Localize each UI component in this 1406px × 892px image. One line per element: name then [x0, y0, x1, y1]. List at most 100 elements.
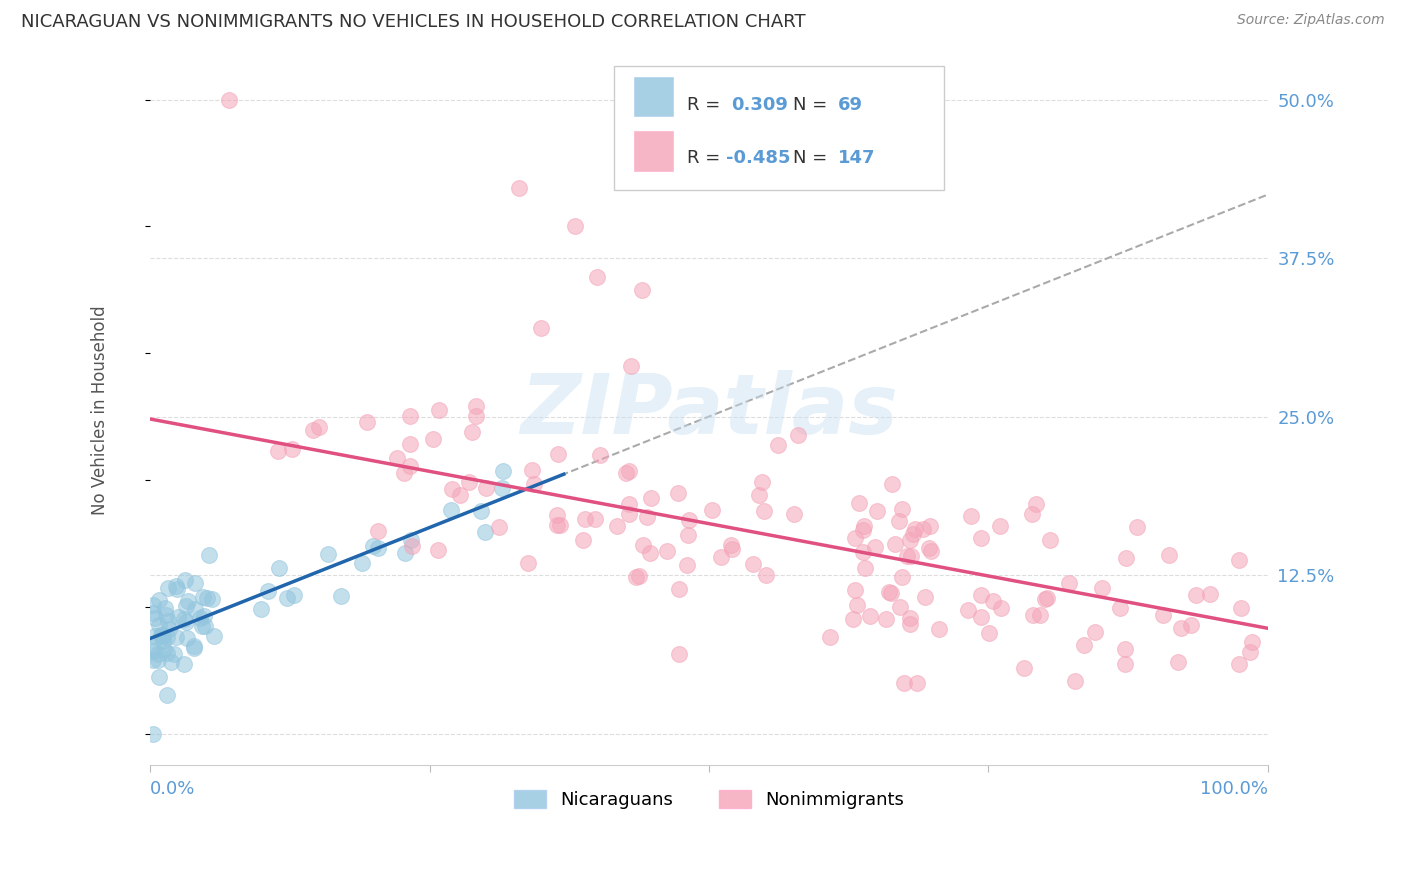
Point: [547, 447, 569, 461]
Point: [392, 466, 415, 480]
Point: [889, 515, 911, 529]
Point: [249, 601, 271, 615]
Point: [1036, 591, 1059, 605]
Point: [640, 491, 662, 505]
Point: [1025, 497, 1047, 511]
Point: [742, 557, 765, 571]
Point: [202, 629, 225, 643]
Point: [1057, 575, 1080, 590]
Point: [988, 519, 1011, 533]
Point: [152, 634, 174, 648]
Point: [956, 603, 979, 617]
Point: [1114, 642, 1136, 657]
Point: [530, 320, 553, 334]
Point: [787, 428, 810, 442]
Point: [177, 594, 200, 608]
Point: [426, 543, 449, 558]
Legend: Nicaraguans, Nonimmigrants: Nicaraguans, Nonimmigrants: [506, 783, 911, 816]
Point: [1033, 591, 1056, 606]
Point: [1157, 548, 1180, 562]
Point: [1029, 608, 1052, 623]
Point: [399, 409, 422, 423]
Point: [1091, 581, 1114, 595]
Point: [891, 501, 914, 516]
Point: [617, 497, 640, 511]
Text: N =: N =: [793, 95, 832, 114]
Point: [356, 415, 378, 429]
Point: [399, 437, 422, 451]
Point: [198, 549, 221, 563]
Point: [218, 93, 240, 107]
Point: [148, 618, 170, 632]
Point: [385, 450, 408, 465]
Point: [853, 519, 876, 533]
Point: [174, 615, 197, 629]
Point: [676, 558, 699, 572]
Point: [928, 622, 950, 636]
Point: [678, 513, 700, 527]
Point: [1170, 621, 1192, 635]
Point: [638, 545, 661, 559]
Point: [520, 462, 543, 476]
Point: [898, 611, 921, 625]
Point: [748, 488, 770, 502]
Point: [1227, 657, 1250, 672]
Point: [546, 508, 568, 523]
Point: [898, 616, 921, 631]
Point: [583, 512, 606, 526]
Point: [1084, 625, 1107, 640]
Point: [586, 270, 609, 285]
Point: [302, 423, 325, 437]
Point: [1199, 586, 1222, 600]
Point: [399, 458, 422, 473]
Point: [550, 517, 572, 532]
Point: [1108, 601, 1130, 615]
Point: [465, 399, 488, 413]
Point: [905, 675, 928, 690]
Point: [148, 670, 170, 684]
Point: [183, 640, 205, 655]
Text: 147: 147: [838, 149, 875, 167]
Point: [508, 181, 530, 195]
Point: [159, 655, 181, 669]
Point: [157, 614, 180, 628]
Point: [283, 588, 305, 602]
Point: [564, 219, 586, 234]
Text: 100.0%: 100.0%: [1199, 780, 1268, 798]
Text: N =: N =: [793, 149, 832, 167]
Point: [156, 646, 179, 660]
Point: [174, 599, 197, 613]
Point: [316, 547, 339, 561]
Point: [546, 517, 568, 532]
Point: [631, 283, 654, 297]
Point: [148, 592, 170, 607]
Point: [852, 545, 875, 559]
Point: [1064, 673, 1087, 688]
Point: [330, 589, 353, 603]
Point: [152, 629, 174, 643]
Point: [149, 628, 172, 642]
Point: [918, 541, 941, 555]
Point: [152, 628, 174, 642]
Point: [844, 582, 866, 597]
Point: [969, 531, 991, 545]
Point: [367, 541, 389, 555]
Point: [367, 524, 389, 538]
Point: [165, 631, 187, 645]
Point: [1073, 638, 1095, 652]
Point: [960, 508, 983, 523]
Point: [710, 549, 733, 564]
Point: [194, 618, 217, 632]
Point: [901, 527, 924, 541]
Point: [920, 544, 942, 558]
Point: [852, 523, 875, 537]
Text: NICARAGUAN VS NONIMMIGRANTS NO VEHICLES IN HOUSEHOLD CORRELATION CHART: NICARAGUAN VS NONIMMIGRANTS NO VEHICLES …: [21, 13, 806, 31]
Point: [163, 647, 186, 661]
Point: [1230, 601, 1253, 615]
Point: [188, 611, 211, 625]
Point: [475, 481, 498, 495]
Point: [668, 647, 690, 661]
Point: [440, 503, 463, 517]
Text: ZIPatlas: ZIPatlas: [520, 369, 898, 450]
Point: [859, 609, 882, 624]
